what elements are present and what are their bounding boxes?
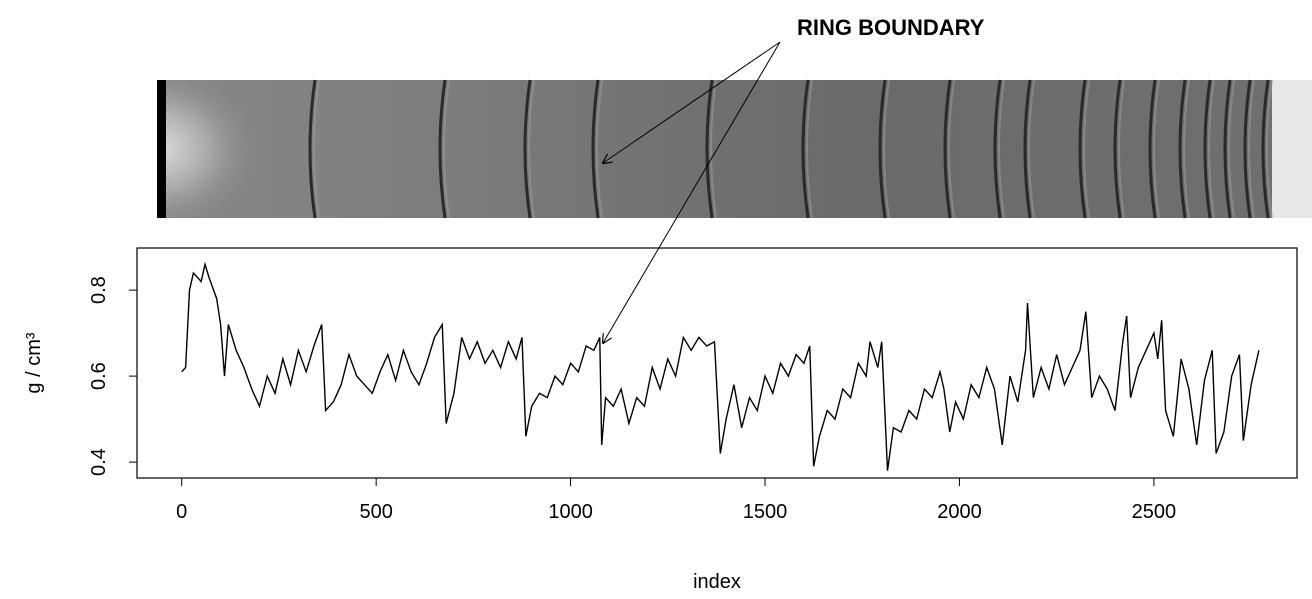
ring-band — [1248, 79, 1255, 219]
y-axis-label: g / cm³ — [23, 332, 45, 393]
ring-band — [806, 79, 813, 219]
ring-band — [1183, 79, 1190, 219]
ring-line — [1261, 79, 1270, 219]
ring-band — [883, 79, 890, 219]
ring-line — [1178, 79, 1187, 219]
ring-band — [1266, 79, 1273, 219]
x-tick-label: 1500 — [743, 501, 788, 523]
ring-line — [591, 79, 600, 219]
ring-band — [443, 79, 450, 219]
x-tick-label: 2000 — [937, 501, 982, 523]
arrow — [603, 41, 781, 163]
ring-line — [1148, 79, 1157, 219]
ring-band — [596, 79, 603, 219]
y-tick-label: 0.6 — [88, 362, 110, 390]
ring-line — [308, 79, 317, 219]
ring-line — [1078, 79, 1087, 219]
y-tick-label: 0.4 — [88, 448, 110, 476]
y-tick-label: 0.8 — [88, 276, 110, 304]
wood-core-image — [157, 79, 1312, 219]
ring-band — [998, 79, 1005, 219]
arrow — [603, 41, 781, 343]
plot-frame — [136, 247, 1298, 479]
ring-band — [1153, 79, 1160, 219]
ring-line — [1223, 79, 1232, 219]
ring-line — [993, 79, 1002, 219]
ring-line — [943, 79, 952, 219]
ring-line — [705, 79, 714, 219]
x-axis-label: index — [693, 571, 741, 593]
ring-band — [1083, 79, 1090, 219]
ring-line — [1113, 79, 1122, 219]
ring-band — [710, 79, 717, 219]
ring-line — [1023, 79, 1032, 219]
ring-band — [1118, 79, 1125, 219]
annotation: RING BOUNDARY — [797, 15, 985, 40]
ring-band — [1028, 79, 1035, 219]
x-tick-label: 2500 — [1132, 501, 1177, 523]
ring-band — [528, 79, 535, 219]
ring-band — [1208, 79, 1215, 219]
ring-band — [1228, 79, 1235, 219]
x-tick-label: 500 — [359, 501, 392, 523]
ring-band — [948, 79, 955, 219]
ring-line — [1203, 79, 1212, 219]
ring-line — [801, 79, 810, 219]
x-tick-label: 1000 — [548, 501, 593, 523]
ring-line — [878, 79, 887, 219]
ring-line — [438, 79, 447, 219]
ring-band — [313, 79, 320, 219]
data-line — [181, 261, 1260, 471]
ring-line — [523, 79, 532, 219]
ring-line — [1243, 79, 1252, 219]
x-tick-label: 0 — [176, 501, 187, 523]
